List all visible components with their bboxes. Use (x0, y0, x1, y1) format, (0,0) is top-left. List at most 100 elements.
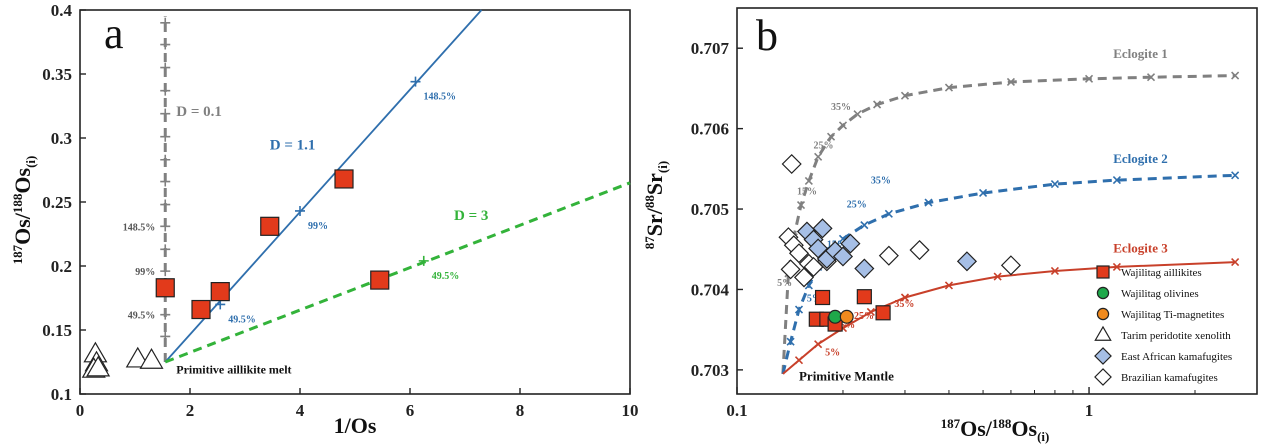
mixing-curve-eclogite-2-tick-shape (794, 305, 804, 314)
mixing-line-d-1-1 (164, 9, 483, 363)
a-y-tick-label: 0.35 (42, 65, 72, 84)
point-east-african-kamafugites (832, 246, 854, 267)
mixing-curve-eclogite-1-tick-shape (944, 83, 954, 92)
legend-marker-brazilian-kamafugites (1094, 368, 1112, 386)
point-east-african-kamafugites (854, 258, 875, 279)
panel-b-y-axis-label: 87Sr/88Sr(i) (642, 161, 670, 249)
legend-label-tarim-peridotite-xenolith: Tarim peridotite xenolith (1121, 330, 1231, 342)
mixing-line-d-0-1-tick (160, 221, 171, 232)
panel-a-data-points (81, 169, 390, 378)
mixing-line-d-0-1-pct-label: 148.5% (123, 222, 156, 233)
annotation-primitive-mantle: Primitive Mantle (799, 368, 894, 383)
point-wajilitag-aillikites (260, 216, 280, 236)
panel-a-y-axis-label: 187Os/188Os(i) (10, 156, 38, 265)
mixing-line-d-0-1-tick (160, 85, 171, 96)
a-y-tick-label: 0.1 (51, 385, 72, 404)
point-wajilitag-aillikites (155, 278, 175, 298)
a-y-tick-label: 0.4 (51, 1, 73, 20)
mixing-curve-eclogite-2-tick-shape (1112, 176, 1121, 185)
mixing-curve-eclogite-1-tick-shape (838, 121, 848, 130)
legend-label-wajilitag-aillikites: Wajilitag aillikites (1121, 267, 1202, 279)
mixing-curve-eclogite-3-tick-shape (900, 293, 910, 302)
a-y-tick-label: 0.25 (42, 193, 72, 212)
panel-b-x-axis-label: 187Os/188Os(i) (941, 416, 1050, 444)
a-y-tick-label: 0.15 (42, 321, 72, 340)
b-y-tick-label: 0.703 (691, 361, 729, 380)
point-wajilitag-aillikites (334, 169, 354, 189)
x-label-os-part1: Os/ (960, 416, 993, 441)
panel-a-axis-ticks: 0 2 4 6 8 10 0.1 0.15 0.2 0.25 0.3 0.35 0.4 (42, 1, 638, 420)
mixing-curve-eclogite-3-pct-label: 35% (894, 299, 914, 310)
mixing-curve-eclogite-3-tick (1231, 258, 1240, 267)
point-brazilian-kamafugites (781, 153, 802, 175)
legend-marker-east-african-kamafugites (1094, 347, 1112, 365)
mixing-line-d-0-1-tick (160, 108, 171, 119)
x-label-os-part2: Os (1011, 416, 1037, 441)
mixing-curve-eclogite-3-tick-shape (993, 272, 1002, 281)
mixing-curve-eclogite-3-tick-shape (1050, 266, 1059, 276)
mixing-line-d-1-1-pct-label: 49.5% (228, 314, 256, 325)
panel-b: 5%15%25%35%5%15%25%35%5%15%25%35%Eclogit… (642, 7, 1258, 444)
point-east-african-kamafugites (812, 218, 833, 239)
legend-marker-tarim-peridotite-xenolith (1094, 325, 1112, 341)
mixing-curve-eclogite-2-pct-label: 35% (871, 175, 891, 186)
mixing-curve-eclogite-1-tick-shape (853, 110, 862, 119)
mixing-curve-eclogite-1-tick-shape (1006, 77, 1016, 87)
a-x-tick-label: 6 (406, 401, 415, 420)
a-x-tick-label: 10 (622, 401, 639, 420)
annotation-primitive-aillikite-melt: Primitive aillikite melt (176, 363, 291, 377)
mixing-curve-eclogite-1-pct-label: 5% (777, 278, 792, 289)
annotation-d-3: D = 3 (454, 208, 488, 224)
mixing-curve-eclogite-3-tick (1112, 262, 1121, 272)
mixing-line-d-0-1-tick (160, 309, 171, 320)
panel-b-legend: Wajilitag aillikites Wajilitag olivines Wa… (1094, 265, 1232, 386)
point-wajilitag-aillikites (370, 270, 390, 290)
mixing-curve-eclogite-2-pct-label: 5% (807, 294, 822, 305)
mixing-line-d-0-1-tick (160, 131, 171, 142)
a-x-tick-label: 8 (516, 401, 525, 420)
mixing-line-d-0-1-tick-shape (160, 244, 171, 255)
point-brazilian-kamafugites (788, 243, 810, 264)
mixing-line-d-1-1-tick (295, 205, 305, 216)
point-wajilitag-olivines (828, 309, 843, 324)
panel-b-data-points (778, 153, 1021, 332)
point-wajilitag-ti-magnetites (839, 309, 854, 324)
mixing-curve-eclogite-3-tick-shape (944, 281, 954, 290)
mixing-curve-eclogite-3-tick (993, 272, 1002, 281)
mixing-curve-eclogite-2-pct-label: 25% (847, 199, 867, 210)
point-brazilian-kamafugites (1000, 255, 1021, 276)
curve-label-eclogite-2: Eclogite 2 (1113, 151, 1168, 166)
mixing-line-d-0-1-tick (160, 154, 171, 165)
curve-label-eclogite-3: Eclogite 3 (1113, 240, 1168, 255)
a-x-tick-label: 0 (76, 401, 85, 420)
mixing-curve-eclogite-1-tick-shape (1231, 71, 1240, 80)
y-label-sub-i: (i) (23, 156, 38, 168)
mixing-curve-eclogite-1-tick (796, 200, 806, 210)
point-brazilian-kamafugites (909, 240, 930, 261)
annotation-d-1-1: D = 1.1 (270, 138, 316, 154)
b-y-tick-label: 0.704 (691, 280, 730, 299)
mixing-line-d-0-1-tick (160, 266, 171, 277)
mixing-line-d-0-1-tick-shape (160, 39, 171, 50)
a-x-tick-label: 2 (186, 401, 195, 420)
mixing-curve-eclogite-3-tick (814, 340, 823, 349)
x-label-mass-187: 187 (941, 416, 961, 431)
mixing-curve-eclogite-1-tick (1231, 71, 1240, 80)
y-label-mass-188: 188 (10, 193, 25, 213)
mixing-curve-eclogite-1-tick (1084, 74, 1094, 83)
mixing-curve-eclogite-3-tick (866, 307, 875, 317)
mixing-curve-eclogite-1-tick (814, 152, 823, 161)
mixing-curve-eclogite-1-tick (900, 91, 910, 100)
mixing-line-d-0-1-tick-shape (160, 108, 171, 119)
y-label-mass-87: 87 (642, 236, 657, 250)
mixing-line-d-0-1-tick (160, 62, 171, 73)
mixing-line-d-0-1-tick-shape (160, 131, 171, 142)
mixing-line-d-0-1-tick-shape (160, 221, 171, 232)
x-label-mass-188: 188 (992, 416, 1012, 431)
mixing-line-d-3-tick (418, 255, 429, 266)
mixing-curve-eclogite-1-tick-shape (814, 152, 823, 161)
mixing-curve-eclogite-3-tick (900, 293, 910, 302)
mixing-curve-eclogite-1-pct-label: 15% (797, 187, 817, 198)
mixing-curve-eclogite-2-tick (860, 221, 869, 230)
y-label-mass-88: 88 (642, 195, 657, 209)
